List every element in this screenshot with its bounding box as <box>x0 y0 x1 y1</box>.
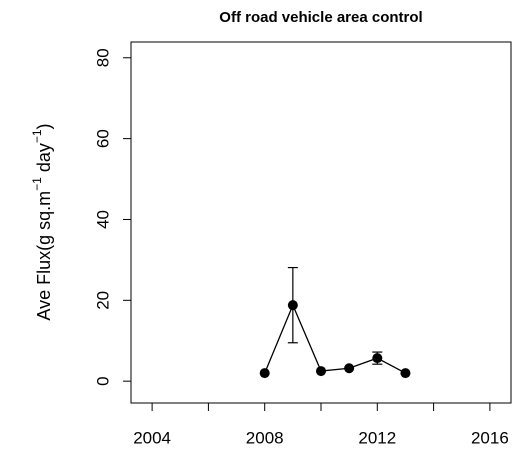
y-tick-label: 20 <box>93 291 112 310</box>
y-tick-label: 80 <box>93 48 112 67</box>
y-axis-label: Ave Flux(g sq.m−1 day−1) <box>30 123 54 320</box>
y-tick-label: 40 <box>93 210 112 229</box>
y-axis-label-part: −1 <box>30 177 44 191</box>
x-tick-label: 2016 <box>471 428 509 447</box>
y-axis-label-part: −1 <box>30 129 44 143</box>
x-tick-label: 2004 <box>133 428 171 447</box>
series-line <box>264 303 406 374</box>
data-point <box>344 363 355 374</box>
y-axis-label-part: day <box>34 143 54 177</box>
data-point <box>372 353 383 364</box>
data-point <box>287 300 298 311</box>
y-axis-label-part: ) <box>34 123 54 129</box>
x-tick-label: 2012 <box>358 428 396 447</box>
y-tick-label: 60 <box>93 129 112 148</box>
chart-title: Off road vehicle area control <box>219 9 422 26</box>
y-axis-label-part: Ave Flux(g sq.m <box>34 191 54 321</box>
plot-box <box>130 41 512 404</box>
data-point <box>259 368 270 379</box>
x-tick-label: 2008 <box>246 428 284 447</box>
data-point <box>400 368 411 379</box>
data-point <box>316 366 326 377</box>
y-tick-label: 0 <box>93 376 112 385</box>
